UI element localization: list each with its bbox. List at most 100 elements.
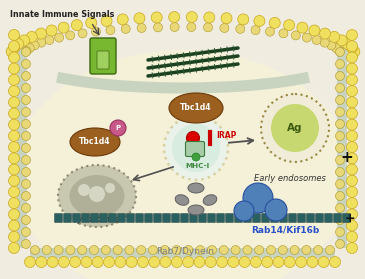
Circle shape [72,20,82,31]
Circle shape [335,191,345,201]
FancyBboxPatch shape [315,213,323,222]
Circle shape [335,239,345,249]
Circle shape [335,179,345,189]
Circle shape [92,256,103,268]
Circle shape [37,38,46,47]
FancyBboxPatch shape [17,36,27,248]
Circle shape [346,74,357,85]
Circle shape [47,256,58,268]
Circle shape [307,256,318,268]
Circle shape [22,215,31,225]
FancyBboxPatch shape [91,213,99,222]
Circle shape [238,14,249,25]
Circle shape [22,95,31,105]
Circle shape [19,35,30,46]
FancyBboxPatch shape [54,213,62,222]
Circle shape [261,94,329,162]
Circle shape [30,41,39,50]
Circle shape [58,22,69,33]
Circle shape [220,23,229,32]
Circle shape [121,24,130,33]
Circle shape [22,35,31,44]
Circle shape [236,24,245,33]
Circle shape [125,246,134,254]
Circle shape [273,256,284,268]
Circle shape [335,107,345,117]
FancyBboxPatch shape [288,213,296,222]
Circle shape [291,31,300,40]
Text: MHC-I: MHC-I [186,163,210,169]
FancyBboxPatch shape [90,38,116,74]
Circle shape [22,131,31,141]
Circle shape [346,41,357,52]
Circle shape [22,167,31,177]
Ellipse shape [69,175,124,217]
FancyBboxPatch shape [127,213,134,222]
Circle shape [22,203,31,213]
Circle shape [8,41,19,52]
Circle shape [265,199,287,221]
Circle shape [239,256,250,268]
Circle shape [346,108,357,119]
Circle shape [346,175,357,186]
Circle shape [8,153,19,164]
FancyBboxPatch shape [342,213,350,222]
Circle shape [8,164,19,175]
FancyBboxPatch shape [207,213,215,222]
Circle shape [117,14,128,25]
FancyBboxPatch shape [118,213,126,222]
Circle shape [346,231,357,242]
Ellipse shape [58,165,136,227]
Circle shape [22,59,31,69]
Circle shape [279,29,288,38]
FancyBboxPatch shape [253,213,261,222]
FancyBboxPatch shape [135,213,143,222]
Circle shape [101,15,112,27]
Text: Rab14/Kif16b: Rab14/Kif16b [251,225,319,235]
Circle shape [22,143,31,153]
Circle shape [22,239,31,249]
Circle shape [70,256,81,268]
Circle shape [335,227,345,237]
Circle shape [170,23,179,32]
FancyBboxPatch shape [261,213,269,222]
Circle shape [231,246,240,254]
Circle shape [205,256,216,268]
Circle shape [13,39,24,50]
Text: +: + [345,211,355,225]
Circle shape [8,186,19,198]
Circle shape [187,131,200,145]
FancyBboxPatch shape [324,213,333,222]
Circle shape [8,74,19,85]
Circle shape [66,31,75,40]
Circle shape [219,246,228,254]
Circle shape [22,83,31,93]
FancyBboxPatch shape [280,213,288,222]
Circle shape [78,184,90,196]
FancyBboxPatch shape [199,213,207,222]
FancyBboxPatch shape [234,213,242,222]
Circle shape [194,256,205,268]
Circle shape [278,246,287,254]
Circle shape [327,41,336,50]
Text: Tbc1d4: Tbc1d4 [180,104,212,112]
Circle shape [8,86,19,97]
Circle shape [36,256,47,268]
Circle shape [216,256,227,268]
Circle shape [335,59,345,69]
Circle shape [346,186,357,198]
Circle shape [243,183,273,213]
Circle shape [101,246,110,254]
Text: Early endosomes: Early endosomes [254,174,326,183]
Circle shape [207,246,216,254]
Circle shape [346,30,357,40]
Circle shape [184,246,193,254]
Circle shape [31,246,39,254]
Ellipse shape [188,205,204,215]
Circle shape [151,12,162,23]
Circle shape [46,25,57,36]
Circle shape [320,38,329,47]
FancyBboxPatch shape [154,213,161,222]
Circle shape [81,256,92,268]
FancyBboxPatch shape [145,213,153,222]
